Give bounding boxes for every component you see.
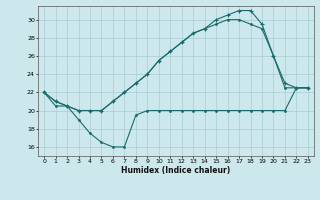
X-axis label: Humidex (Indice chaleur): Humidex (Indice chaleur) bbox=[121, 166, 231, 175]
